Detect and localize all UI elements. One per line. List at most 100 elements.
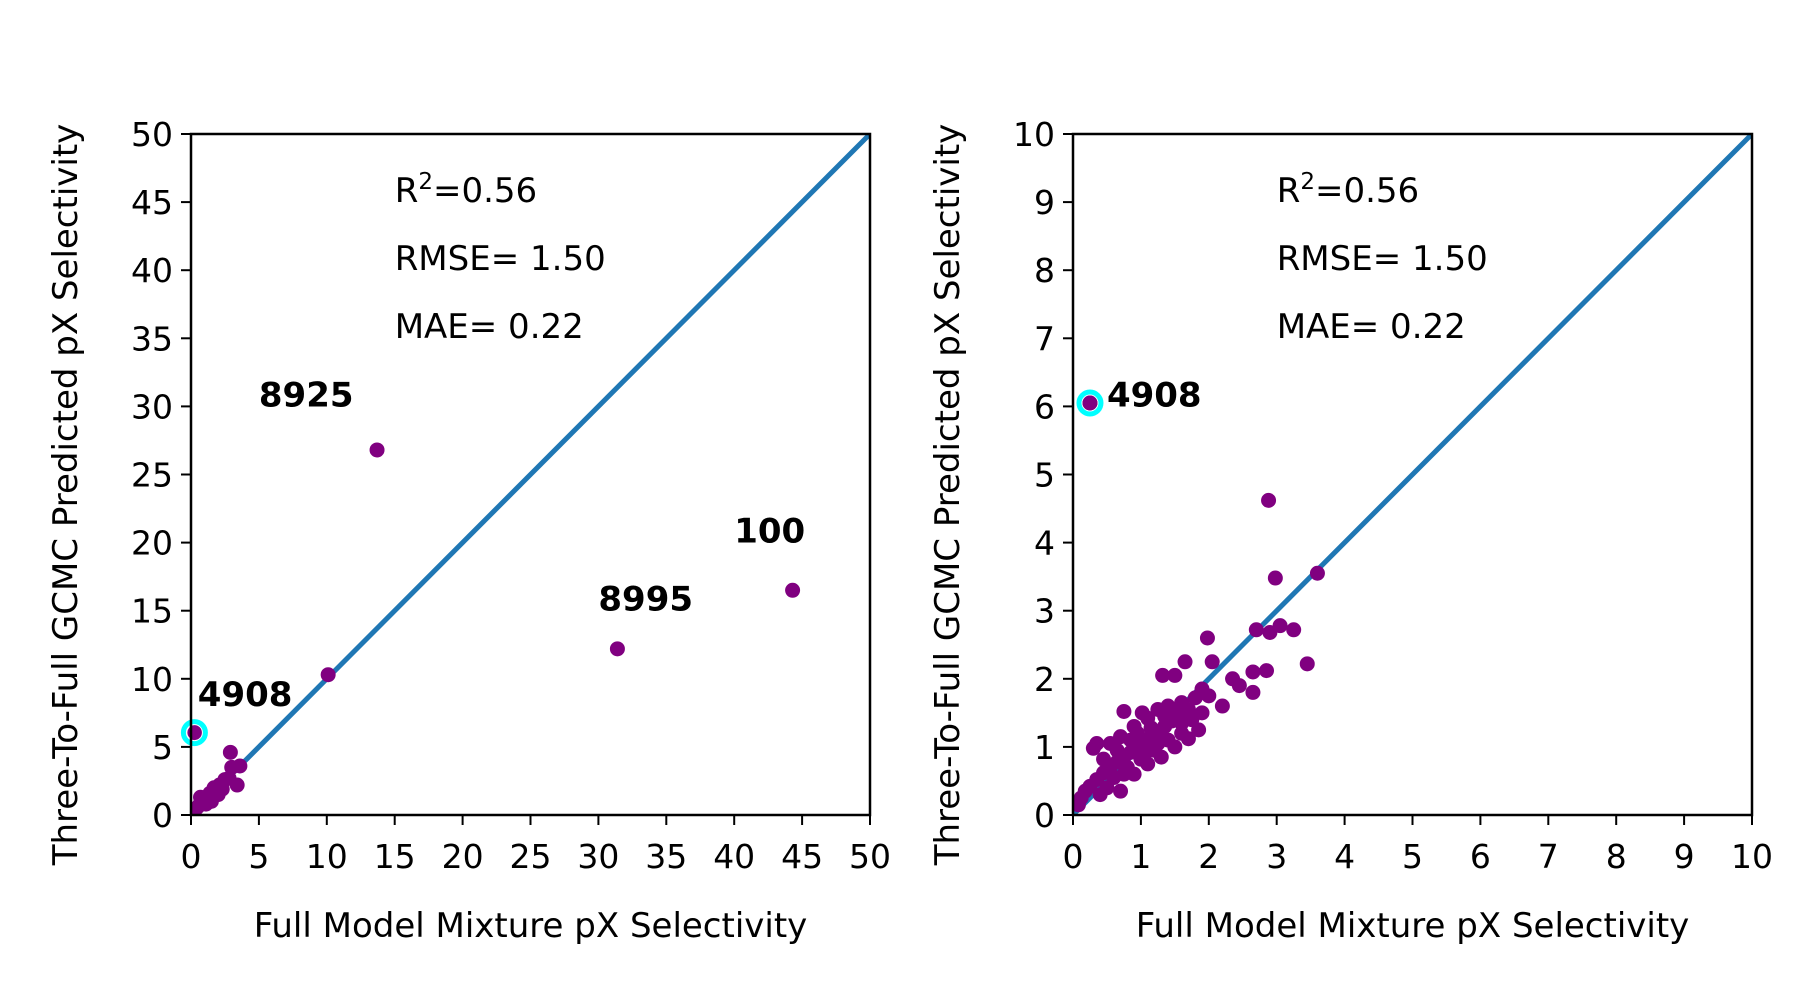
x-axis-label: Full Model Mixture pX Selectivity bbox=[254, 906, 808, 946]
point-label: 4908 bbox=[1107, 375, 1202, 415]
data-point bbox=[1259, 663, 1275, 679]
y-tick-label: 10 bbox=[1013, 115, 1055, 154]
y-tick-label: 30 bbox=[131, 387, 173, 426]
y-axis-label: Three-To-Full GCMC Predicted pX Selectiv… bbox=[928, 124, 968, 867]
x-tick-label: 40 bbox=[713, 837, 755, 876]
highlighted-data-point bbox=[1082, 395, 1097, 410]
data-point bbox=[1092, 787, 1108, 803]
point-label: 100 bbox=[734, 512, 805, 552]
x-tick-label: 3 bbox=[1266, 837, 1287, 876]
data-point bbox=[191, 803, 202, 815]
data-point bbox=[195, 792, 211, 808]
x-tick-label: 5 bbox=[1402, 837, 1423, 876]
mae-text: MAE= 0.22 bbox=[1277, 307, 1466, 347]
data-point bbox=[1248, 622, 1264, 638]
data-point bbox=[1116, 703, 1132, 719]
mae-text: MAE= 0.22 bbox=[395, 307, 584, 347]
data-point bbox=[1245, 664, 1261, 680]
data-point bbox=[1170, 705, 1186, 721]
y-tick-label: 20 bbox=[131, 524, 173, 563]
r-squared-text: R2=0.56 bbox=[395, 169, 537, 211]
y-tick-label: 4 bbox=[1034, 524, 1055, 563]
y-tick-label: 5 bbox=[1034, 456, 1055, 495]
data-point bbox=[1204, 654, 1220, 670]
x-tick-label: 2 bbox=[1198, 837, 1219, 876]
x-tick-label: 1 bbox=[1130, 837, 1151, 876]
data-point bbox=[1184, 712, 1200, 728]
scatter-panel-wide-range: 0 5 10 15 20 25 30 35 40 45 50 0 5 10 15 20 25 30 35 40 45 50… bbox=[46, 115, 891, 946]
y-tick-label: 10 bbox=[131, 660, 173, 699]
x-tick-label: 25 bbox=[510, 837, 552, 876]
y-axis-label: Three-To-Full GCMC Predicted pX Selectiv… bbox=[46, 124, 86, 867]
data-point bbox=[1167, 667, 1183, 683]
plot-area bbox=[191, 134, 870, 815]
x-tick-label: 10 bbox=[306, 837, 348, 876]
x-tick-label: 7 bbox=[1538, 837, 1559, 876]
y-tick-label: 9 bbox=[1034, 183, 1055, 222]
data-point bbox=[1157, 708, 1173, 724]
x-tick-label: 15 bbox=[374, 837, 416, 876]
x-tick-label: 50 bbox=[849, 837, 891, 876]
data-point bbox=[1143, 720, 1159, 736]
y-tick-label: 35 bbox=[131, 319, 173, 358]
y-tick-label: 50 bbox=[131, 115, 173, 154]
data-point bbox=[1231, 678, 1247, 694]
data-point bbox=[1096, 751, 1112, 767]
data-point bbox=[1123, 732, 1139, 748]
data-point bbox=[1245, 684, 1261, 700]
data-point bbox=[1113, 783, 1129, 799]
data-point bbox=[1150, 735, 1166, 751]
data-point bbox=[1286, 622, 1302, 638]
y-tick-label: 1 bbox=[1034, 728, 1055, 767]
data-point bbox=[1136, 746, 1152, 762]
data-point bbox=[1109, 742, 1125, 758]
y-tick-label: 2 bbox=[1034, 660, 1055, 699]
x-tick-label: 20 bbox=[442, 837, 484, 876]
r-squared-text: R2=0.56 bbox=[1277, 169, 1419, 211]
data-point bbox=[1187, 690, 1203, 706]
data-point bbox=[1309, 565, 1325, 581]
data-point bbox=[1155, 667, 1171, 683]
data-point bbox=[1299, 656, 1315, 672]
x-tick-label: 9 bbox=[1674, 837, 1695, 876]
y-tick-label: 45 bbox=[131, 183, 173, 222]
labeled-data-point bbox=[369, 442, 385, 458]
x-tick-label: 6 bbox=[1470, 837, 1491, 876]
data-point bbox=[1261, 492, 1277, 508]
point-label: 8995 bbox=[598, 580, 693, 620]
data-point bbox=[1089, 735, 1105, 751]
y-tick-label: 40 bbox=[131, 251, 173, 290]
data-point bbox=[214, 781, 230, 797]
identity-line bbox=[191, 134, 870, 815]
point-label: 8925 bbox=[259, 375, 354, 415]
x-tick-label: 35 bbox=[645, 837, 687, 876]
x-tick-label: 4 bbox=[1334, 837, 1355, 876]
x-tick-label: 45 bbox=[781, 837, 823, 876]
data-point bbox=[1116, 766, 1132, 782]
x-tick-label: 0 bbox=[1063, 837, 1084, 876]
data-point bbox=[1073, 797, 1086, 813]
y-tick-label: 3 bbox=[1034, 592, 1055, 631]
labeled-data-point bbox=[785, 582, 801, 598]
rmse-text: RMSE= 1.50 bbox=[395, 239, 606, 279]
x-axis-label: Full Model Mixture pX Selectivity bbox=[1136, 906, 1690, 946]
x-tick-label: 5 bbox=[248, 837, 269, 876]
y-tick-label: 7 bbox=[1034, 319, 1055, 358]
data-point bbox=[1267, 570, 1283, 586]
point-label: 4908 bbox=[198, 675, 293, 715]
x-tick-label: 30 bbox=[577, 837, 619, 876]
data-point bbox=[1201, 688, 1217, 704]
data-point bbox=[1214, 698, 1230, 714]
highlighted-data-point bbox=[187, 725, 202, 740]
rmse-text: RMSE= 1.50 bbox=[1277, 239, 1488, 279]
y-tick-label: 8 bbox=[1034, 251, 1055, 290]
labeled-data-point bbox=[609, 641, 625, 657]
highlight-ring bbox=[1076, 389, 1104, 417]
y-tick-label: 0 bbox=[152, 796, 173, 835]
data-point bbox=[320, 667, 336, 683]
y-tick-label: 0 bbox=[1034, 796, 1055, 835]
highlight-ring bbox=[180, 719, 208, 747]
x-tick-label: 8 bbox=[1606, 837, 1627, 876]
plot-area bbox=[1073, 134, 1752, 815]
data-point bbox=[1272, 618, 1288, 634]
